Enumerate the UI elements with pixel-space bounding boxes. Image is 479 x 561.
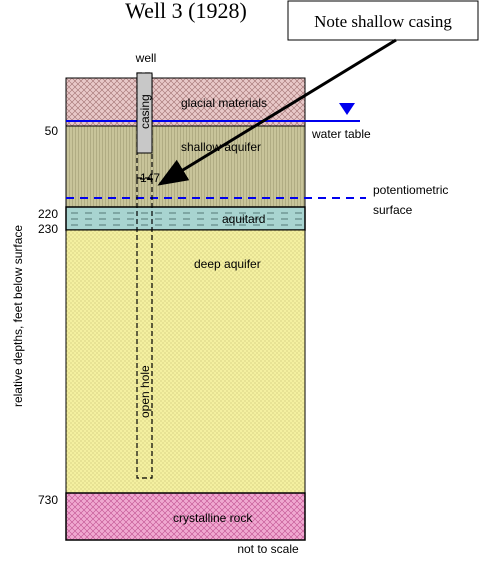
note: Note shallow casing <box>314 12 452 31</box>
casing-depth: 147 <box>140 171 160 185</box>
potentiometric-label: surface <box>373 203 413 217</box>
open-hole-label: open hole <box>138 365 152 418</box>
depth-label: 230 <box>38 222 58 236</box>
layer-label: crystalline rock <box>173 511 253 525</box>
well-label: well <box>135 51 157 65</box>
depth-label: 50 <box>45 124 59 138</box>
casing-label: casing <box>138 94 152 129</box>
shallow-aquifer-layer <box>66 126 305 207</box>
water-table-label: water table <box>311 127 371 141</box>
title: Well 3 (1928) <box>125 0 247 23</box>
aquitard-layer <box>66 207 305 230</box>
deep-aquifer-layer <box>66 230 305 493</box>
layer-label: deep aquifer <box>194 257 261 271</box>
potentiometric-label: potentiometric <box>373 183 448 197</box>
diagram: Well 3 (1928) Note shallow casing glacia… <box>0 0 479 561</box>
water-table-symbol <box>339 103 355 115</box>
depth-label: 730 <box>38 493 58 507</box>
layer-label: aquitard <box>222 212 265 226</box>
depth-label: 220 <box>38 207 58 221</box>
layer-label: glacial materials <box>181 96 267 110</box>
y-axis-label: relative depths, feet below surface <box>11 225 25 407</box>
footer: not to scale <box>237 542 299 556</box>
